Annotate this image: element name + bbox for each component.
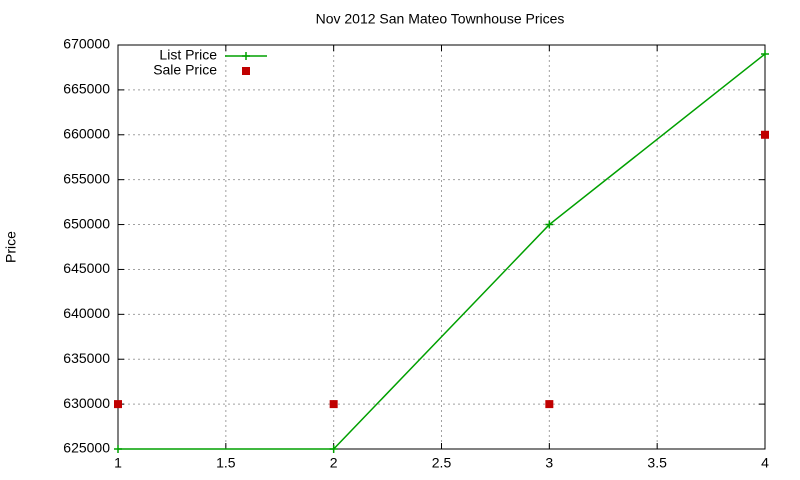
x-tick-label: 2.5 (432, 455, 452, 471)
chart-title: Nov 2012 San Mateo Townhouse Prices (316, 11, 565, 27)
point (329, 445, 338, 453)
y-axis-label: Price (3, 231, 19, 263)
y-tick-label: 640000 (63, 305, 110, 321)
point (761, 49, 769, 58)
y-tick-label: 630000 (63, 395, 110, 411)
x-tick-label: 3 (545, 455, 553, 471)
y-tick-label: 660000 (63, 125, 110, 141)
y-tick-label: 645000 (63, 260, 110, 276)
legend-label: Sale Price (153, 62, 217, 78)
x-tick-label: 1 (114, 455, 122, 471)
legend-label: List Price (159, 47, 217, 63)
y-tick-label: 650000 (63, 215, 110, 231)
point (114, 445, 122, 453)
point (545, 400, 554, 409)
legend-swatch (242, 67, 250, 75)
point (329, 400, 338, 409)
x-tick-label: 3.5 (647, 455, 667, 471)
plot-border (117, 44, 766, 450)
x-tick-label: 4 (761, 455, 769, 471)
series-line (118, 53, 766, 450)
point (545, 220, 554, 229)
y-tick-label: 635000 (63, 350, 110, 366)
point (761, 130, 769, 139)
legend-swatch (242, 52, 250, 60)
point (114, 400, 122, 409)
y-tick-label: 625000 (63, 440, 110, 456)
y-tick-label: 665000 (63, 81, 110, 97)
y-tick-label: 670000 (63, 36, 110, 52)
x-tick-label: 2 (330, 455, 338, 471)
y-tick-label: 655000 (63, 170, 110, 186)
x-tick-label: 1.5 (216, 455, 236, 471)
